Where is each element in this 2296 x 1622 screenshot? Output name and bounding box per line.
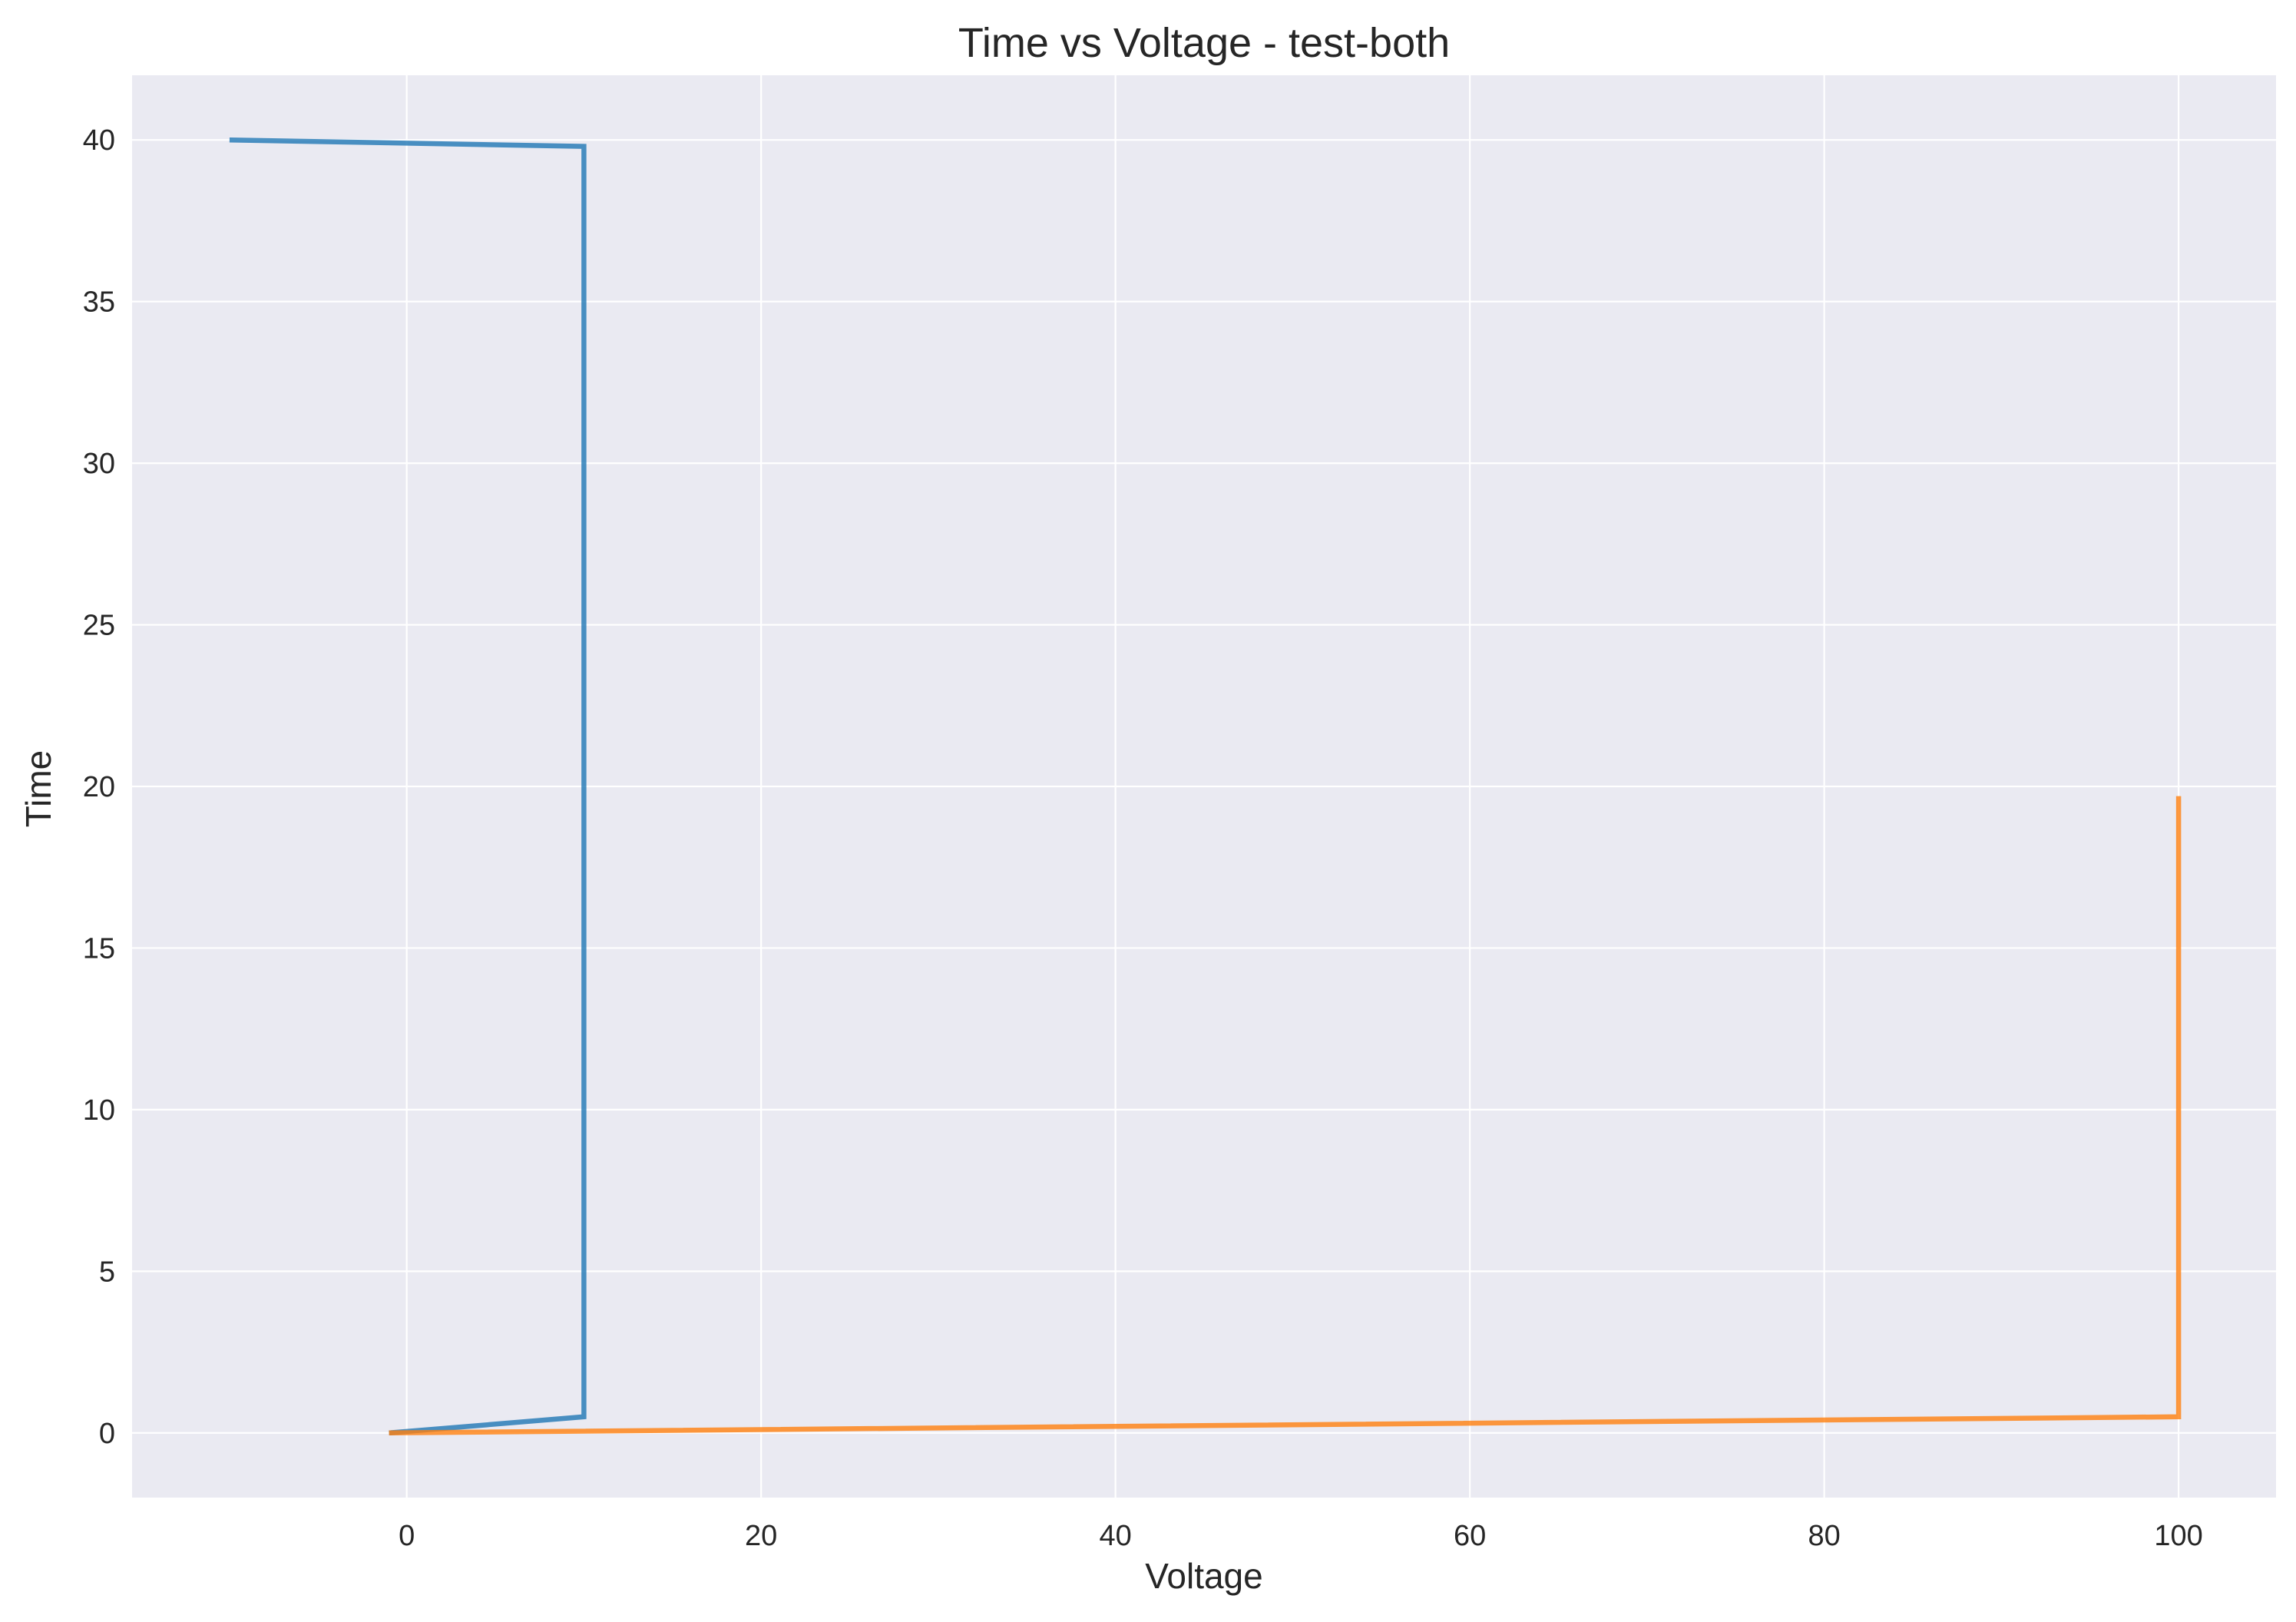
y-axis-label: Time xyxy=(18,750,58,828)
x-tick-label: 40 xyxy=(1099,1520,1131,1552)
y-tick-label: 25 xyxy=(83,610,115,642)
y-tick-label: 10 xyxy=(83,1094,115,1127)
y-tick-label: 40 xyxy=(83,124,115,157)
x-axis-label: Voltage xyxy=(1145,1556,1262,1596)
y-tick-label: 35 xyxy=(83,286,115,319)
y-tick-label: 20 xyxy=(83,771,115,803)
x-tick-label: 80 xyxy=(1808,1520,1840,1552)
x-tick-label: 20 xyxy=(745,1520,777,1552)
chart-title: Time vs Voltage - test-both xyxy=(958,20,1450,66)
y-tick-label: 5 xyxy=(99,1256,115,1288)
x-tick-label: 0 xyxy=(399,1520,415,1552)
series-layer xyxy=(229,137,2182,1436)
y-tick-label: 30 xyxy=(83,448,115,480)
y-tick-label: 0 xyxy=(99,1418,115,1450)
y-tick-label: 15 xyxy=(83,932,115,965)
x-tick-label: 60 xyxy=(1454,1520,1486,1552)
series-line-1 xyxy=(229,137,587,1436)
series-line-2 xyxy=(389,796,2182,1436)
x-tick-label: 100 xyxy=(2154,1520,2202,1552)
tick-labels: 0 20 40 60 80 100 0 5 10 15 20 25 30 35 40 xyxy=(83,124,2203,1552)
grid xyxy=(132,75,2276,1498)
